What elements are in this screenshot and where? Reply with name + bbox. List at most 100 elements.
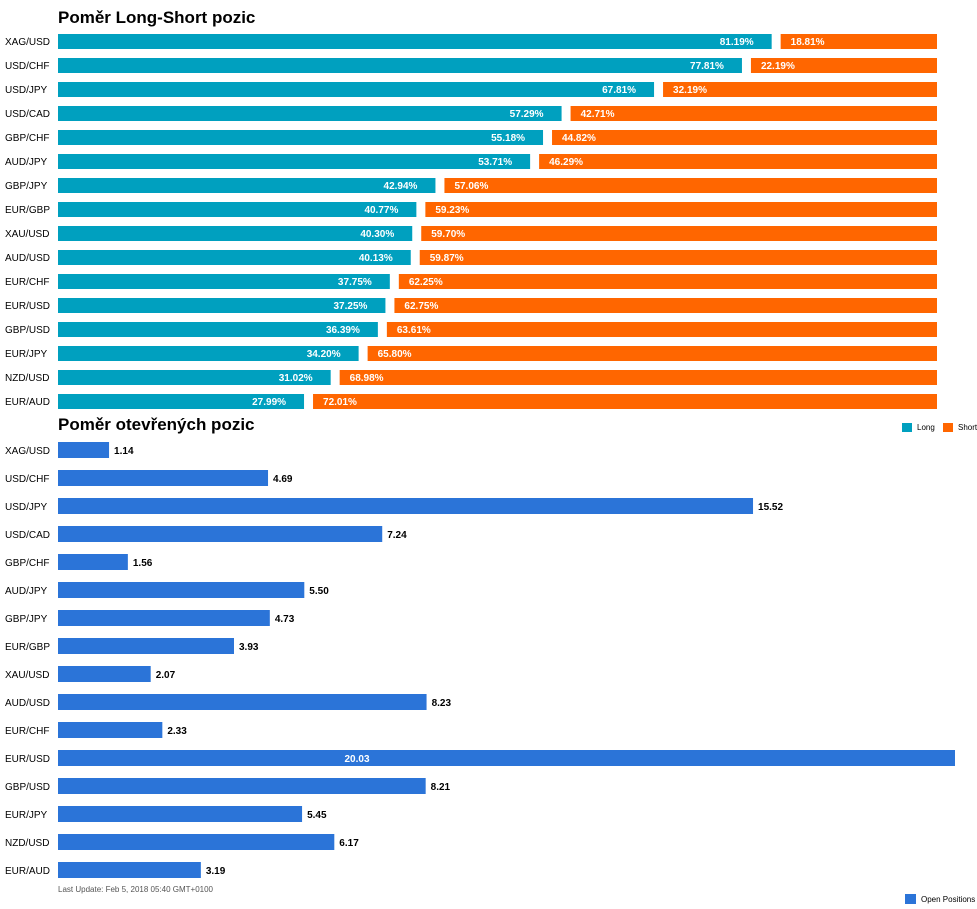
open-positions-value-label-aud-usd: 8.23 <box>432 698 452 709</box>
short-value-label-usd-cad: 42.71% <box>581 109 615 120</box>
open-positions-value-label-usd-jpy: 15.52 <box>758 502 783 513</box>
short-value-label-aud-usd: 59.87% <box>430 253 464 264</box>
short-value-label-nzd-usd: 68.98% <box>350 373 384 384</box>
open-positions-bar-aud-usd <box>58 694 427 710</box>
long-value-label-eur-gbp: 40.77% <box>364 205 398 216</box>
short-value-label-xau-usd: 59.70% <box>431 229 465 240</box>
short-value-label-eur-gbp: 59.23% <box>435 205 469 216</box>
open-positions-value-label-gbp-jpy: 4.73 <box>275 614 295 625</box>
open-positions-value-label-eur-chf: 2.33 <box>167 726 187 737</box>
short-bar-xau-usd <box>421 226 937 241</box>
open-positions-bar-eur-gbp <box>58 638 234 654</box>
open-positions-value-label-nzd-usd: 6.17 <box>339 838 359 849</box>
short-bar-gbp-usd <box>386 322 937 337</box>
long-value-label-usd-cad: 57.29% <box>510 109 544 120</box>
open-positions-bar-eur-usd <box>58 750 955 766</box>
op-category-label-gbp-chf: GBP/CHF <box>5 558 49 569</box>
op-category-label-eur-aud: EUR/AUD <box>5 866 50 877</box>
long-bar-eur-usd <box>58 298 386 313</box>
ls-category-label-aud-usd: AUD/USD <box>5 253 50 264</box>
long-value-label-gbp-usd: 36.39% <box>326 325 360 336</box>
ls-category-label-usd-chf: USD/CHF <box>5 61 49 72</box>
op-category-label-usd-cad: USD/CAD <box>5 530 50 541</box>
long-bar-nzd-usd <box>58 370 331 385</box>
long-bar-eur-jpy <box>58 346 359 361</box>
op-category-label-usd-jpy: USD/JPY <box>5 502 48 513</box>
op-category-label-eur-chf: EUR/CHF <box>5 726 49 737</box>
op-category-label-usd-chf: USD/CHF <box>5 474 49 485</box>
open-positions-value-label-eur-gbp: 3.93 <box>239 642 259 653</box>
long-value-label-aud-jpy: 53.71% <box>478 157 512 168</box>
long-value-label-eur-jpy: 34.20% <box>307 349 341 360</box>
open-positions-value-label-xag-usd: 1.14 <box>114 446 134 457</box>
long-value-label-eur-usd: 37.25% <box>334 301 368 312</box>
long-bar-xag-usd <box>58 34 772 49</box>
short-value-label-gbp-jpy: 57.06% <box>454 181 488 192</box>
op-category-label-eur-jpy: EUR/JPY <box>5 810 48 821</box>
op-category-label-gbp-jpy: GBP/JPY <box>5 614 48 625</box>
short-bar-eur-usd <box>394 298 937 313</box>
open-positions-bar-usd-jpy <box>58 498 754 514</box>
open-positions-bar-gbp-chf <box>58 554 128 570</box>
ls-category-label-gbp-jpy: GBP/JPY <box>5 181 48 192</box>
long-bar-gbp-chf <box>58 130 544 145</box>
short-bar-xag-usd <box>780 34 937 49</box>
short-value-label-aud-jpy: 46.29% <box>549 157 583 168</box>
op-category-label-eur-usd: EUR/USD <box>5 754 50 765</box>
long-value-label-eur-chf: 37.75% <box>338 277 372 288</box>
last-update-text: Last Update: Feb 5, 2018 05:40 GMT+0100 <box>58 885 213 894</box>
ls-category-label-usd-cad: USD/CAD <box>5 109 50 120</box>
long-bar-aud-usd <box>58 250 411 265</box>
long-short-chart-title: Poměr Long-Short pozic <box>58 8 256 27</box>
open-positions-value-label-eur-aud: 3.19 <box>206 866 226 877</box>
open-positions-bar-eur-jpy <box>58 806 303 822</box>
op-category-label-xau-usd: XAU/USD <box>5 670 49 681</box>
open-positions-value-label-eur-usd: 20.03 <box>344 754 369 765</box>
legend-label-short: Short <box>958 423 977 432</box>
long-bar-usd-jpy <box>58 82 655 97</box>
short-bar-gbp-jpy <box>444 178 937 193</box>
long-value-label-xag-usd: 81.19% <box>720 37 754 48</box>
open-positions-bar-eur-aud <box>58 862 201 878</box>
open-positions-bar-nzd-usd <box>58 834 335 850</box>
long-value-label-eur-aud: 27.99% <box>252 397 286 408</box>
open-positions-bar-aud-jpy <box>58 582 305 598</box>
open-positions-value-label-xau-usd: 2.07 <box>156 670 176 681</box>
short-value-label-usd-chf: 22.19% <box>761 61 795 72</box>
op-category-label-xag-usd: XAG/USD <box>5 446 50 457</box>
op-category-label-aud-usd: AUD/USD <box>5 698 50 709</box>
long-bar-xau-usd <box>58 226 413 241</box>
short-bar-usd-cad <box>570 106 937 121</box>
long-bar-gbp-usd <box>58 322 378 337</box>
op-category-label-aud-jpy: AUD/JPY <box>5 586 48 597</box>
open-positions-value-label-eur-jpy: 5.45 <box>307 810 327 821</box>
legend-swatch-short <box>943 423 953 432</box>
short-bar-aud-usd <box>419 250 938 265</box>
short-value-label-xag-usd: 18.81% <box>791 37 825 48</box>
ls-category-label-eur-usd: EUR/USD <box>5 301 50 312</box>
ls-category-label-eur-aud: EUR/AUD <box>5 397 50 408</box>
short-value-label-gbp-usd: 63.61% <box>397 325 431 336</box>
open-positions-bar-xag-usd <box>58 442 110 458</box>
long-bar-usd-chf <box>58 58 742 73</box>
ls-category-label-eur-gbp: EUR/GBP <box>5 205 50 216</box>
legend-swatch-open-positions <box>905 894 916 904</box>
op-category-label-eur-gbp: EUR/GBP <box>5 642 50 653</box>
open-positions-bar-eur-chf <box>58 722 163 738</box>
open-positions-chart-title: Poměr otevřených pozic <box>58 415 255 434</box>
short-bar-usd-chf <box>750 58 937 73</box>
open-positions-bar-usd-chf <box>58 470 269 486</box>
op-category-label-nzd-usd: NZD/USD <box>5 838 49 849</box>
long-bar-gbp-jpy <box>58 178 436 193</box>
short-value-label-eur-jpy: 65.80% <box>378 349 412 360</box>
legend-swatch-long <box>902 423 912 432</box>
short-bar-usd-jpy <box>663 82 937 97</box>
ls-category-label-xau-usd: XAU/USD <box>5 229 49 240</box>
short-bar-aud-jpy <box>539 154 937 169</box>
short-bar-gbp-chf <box>552 130 937 145</box>
open-positions-value-label-aud-jpy: 5.50 <box>309 586 329 597</box>
legend-label-open-positions: Open Positions <box>921 895 975 904</box>
short-bar-eur-gbp <box>425 202 937 217</box>
short-bar-eur-aud <box>313 394 937 409</box>
